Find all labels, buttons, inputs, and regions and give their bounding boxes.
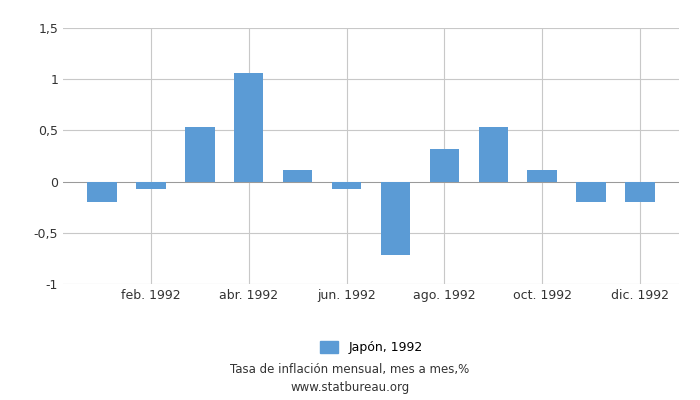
Bar <box>625 182 654 202</box>
Text: Tasa de inflación mensual, mes a mes,%: Tasa de inflación mensual, mes a mes,% <box>230 364 470 376</box>
Bar <box>234 73 263 182</box>
Bar <box>527 170 556 182</box>
Text: www.statbureau.org: www.statbureau.org <box>290 382 410 394</box>
Bar <box>88 182 117 202</box>
Bar <box>283 170 312 182</box>
Legend: Japón, 1992: Japón, 1992 <box>314 336 428 359</box>
Bar <box>332 182 361 189</box>
Bar <box>576 182 606 202</box>
Bar <box>186 127 215 182</box>
Bar <box>381 182 410 255</box>
Bar <box>479 127 508 182</box>
Bar <box>136 182 166 189</box>
Bar <box>430 149 459 182</box>
